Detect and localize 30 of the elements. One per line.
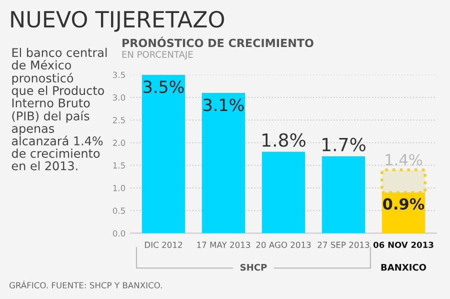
text: BANXICO	[381, 264, 426, 271]
bar	[380, 168, 426, 194]
x-tick-label: 27 SEP 2013	[318, 242, 370, 248]
y-tick-label: 3.5	[113, 72, 125, 78]
data-label: 1.4%	[386, 154, 422, 166]
y-tick-label: 1.5	[113, 162, 125, 169]
x-tick-label: 20 AGO 2013	[256, 242, 311, 248]
y-tick-label: 0.0	[112, 230, 126, 237]
x-tick-label: 17 MAY 2013	[197, 242, 250, 248]
chart-subtitle: PRONÓSTICO DE CRECIMIENTO EN PORCENTAJE	[122, 36, 314, 60]
bar	[142, 74, 186, 234]
data-label: 1.8%	[262, 133, 306, 147]
y-tick-label: 1.0	[113, 184, 126, 192]
data-label: 0.9%	[383, 198, 424, 210]
text: El banco central de México pronosticó que el Producto Interno Bruto (PIB) del país apenas alcanzará 1.4% de crecimiento en el 2013.	[12, 48, 107, 170]
data-label: 3.5%	[144, 80, 184, 94]
y-tick-label: 2.0	[112, 140, 126, 146]
y-tick-label: 0.5	[112, 208, 125, 214]
y-tick-label: 2.5	[112, 117, 125, 124]
text: GRÁFICO. FUENTE: SHCP Y BANXICO.	[9, 280, 162, 288]
text: SHCP	[240, 264, 267, 271]
bar	[202, 92, 246, 234]
x-tick-label: 06 NOV 2013	[373, 242, 434, 248]
data-label: 1.7%	[322, 138, 366, 152]
x-tick-label: DIC 2012	[145, 242, 182, 248]
bar	[262, 152, 306, 234]
y-tick-label: 3.0	[113, 94, 126, 101]
data-label: 3.1%	[204, 98, 244, 112]
bar	[322, 156, 366, 234]
chart-title: NUEVO TIJERETAZO	[11, 10, 224, 32]
